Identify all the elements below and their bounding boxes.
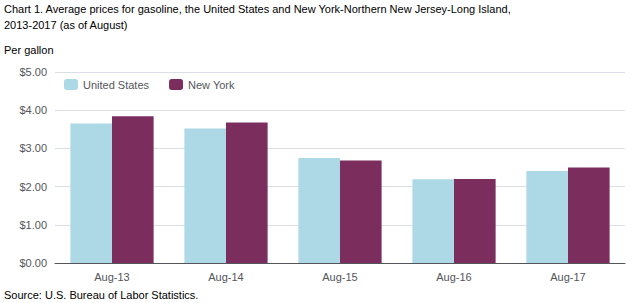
svg-text:$2.00: $2.00 [19,181,47,193]
svg-text:Aug-13: Aug-13 [94,271,129,283]
svg-text:$3.00: $3.00 [19,142,47,154]
svg-text:$0.00: $0.00 [19,257,47,269]
svg-text:Chart 1. Average prices for ga: Chart 1. Average prices for gasoline, th… [4,3,511,15]
svg-text:2013-2017 (as of August): 2013-2017 (as of August) [4,19,128,31]
svg-text:Per gallon: Per gallon [4,44,54,56]
svg-text:$4.00: $4.00 [19,104,47,116]
svg-text:Aug-15: Aug-15 [322,271,357,283]
svg-text:$5.00: $5.00 [19,66,47,78]
svg-text:Aug-14: Aug-14 [208,271,243,283]
svg-text:United States: United States [83,79,150,91]
svg-text:Aug-17: Aug-17 [550,271,585,283]
svg-text:New York: New York [188,79,235,91]
svg-text:Source: U.S. Bureau of Labor S: Source: U.S. Bureau of Labor Statistics. [4,289,198,301]
svg-text:$1.00: $1.00 [19,219,47,231]
svg-text:Aug-16: Aug-16 [436,271,471,283]
